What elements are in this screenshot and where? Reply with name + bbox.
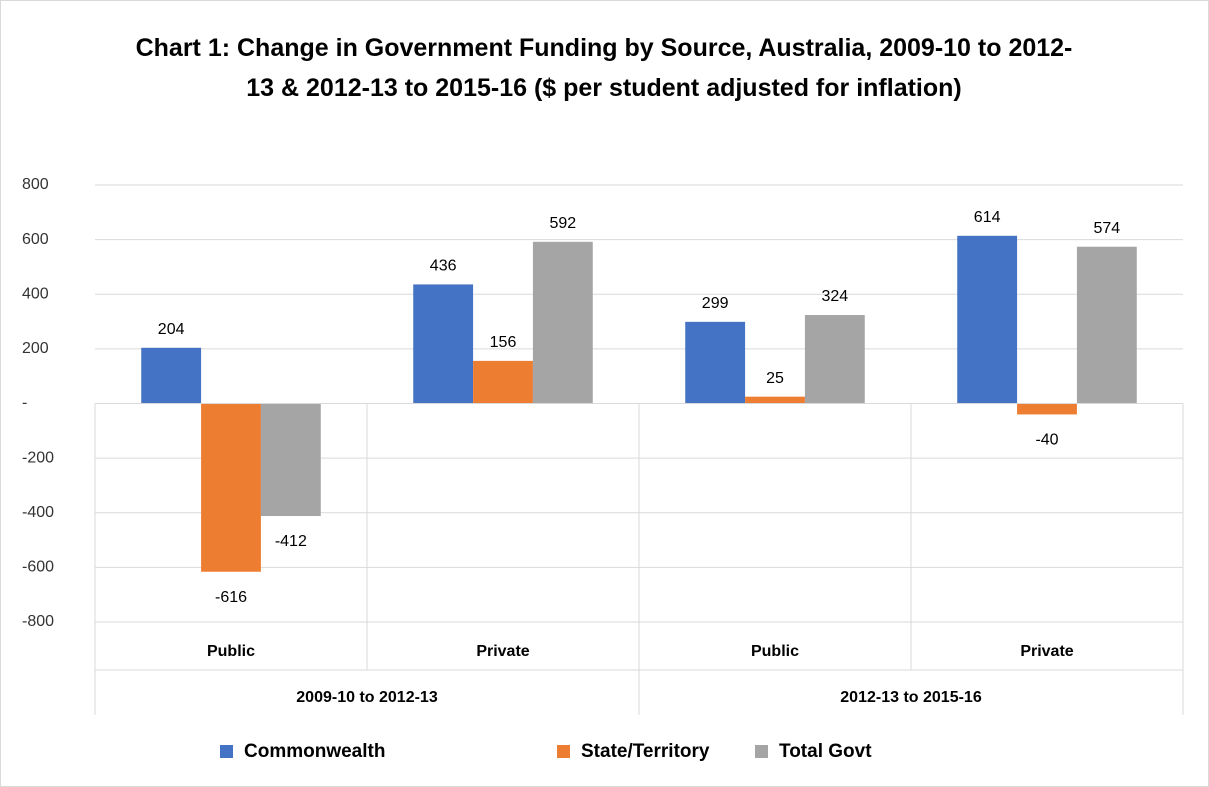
legend-label: Commonwealth: [244, 741, 385, 762]
bar: [413, 284, 474, 404]
y-tick-label: 600: [22, 231, 49, 248]
bar: [1076, 246, 1137, 404]
data-label: -412: [275, 533, 307, 550]
y-tick-label: -: [22, 395, 27, 412]
data-label: 436: [430, 258, 457, 275]
data-label: 204: [158, 321, 185, 338]
bar: [804, 315, 865, 404]
data-label: 574: [1093, 220, 1120, 237]
group-label: 2009-10 to 2012-13: [296, 689, 438, 706]
x-tick-label: Public: [207, 643, 255, 660]
chart-title: Chart 1: Change in Government Funding by…: [135, 34, 1073, 102]
legend-swatch: [755, 745, 768, 758]
x-tick-label: Private: [1020, 643, 1073, 660]
y-tick-label: -200: [22, 449, 54, 466]
data-label: 156: [490, 334, 517, 351]
data-label: 324: [821, 288, 848, 305]
bar: [260, 403, 321, 517]
x-tick-label: Private: [476, 643, 529, 660]
x-tick-label: Public: [751, 643, 799, 660]
data-label: 25: [766, 370, 784, 387]
data-label: -40: [1035, 432, 1058, 449]
bar: [745, 396, 805, 404]
y-tick-label: -800: [22, 613, 54, 630]
legend-label: State/Territory: [581, 741, 710, 762]
legend-swatch: [557, 745, 570, 758]
bar: [957, 235, 1018, 404]
data-label: 592: [549, 215, 576, 232]
bar: [141, 347, 202, 404]
y-tick-label: -400: [22, 504, 54, 521]
bar: [201, 403, 261, 572]
bar: [685, 321, 746, 404]
data-label: 614: [974, 209, 1001, 226]
group-label: 2012-13 to 2015-16: [840, 689, 982, 706]
y-tick-label: 200: [22, 340, 49, 357]
bar: [473, 360, 533, 404]
legend-label: Total Govt: [779, 741, 872, 762]
legend-swatch: [220, 745, 233, 758]
data-label: -616: [215, 589, 247, 606]
bar: [532, 241, 593, 404]
bar: [1017, 403, 1077, 415]
y-tick-label: 800: [22, 176, 49, 193]
data-label: 299: [702, 295, 729, 312]
y-tick-label: -600: [22, 559, 54, 576]
y-tick-label: 400: [22, 285, 49, 302]
